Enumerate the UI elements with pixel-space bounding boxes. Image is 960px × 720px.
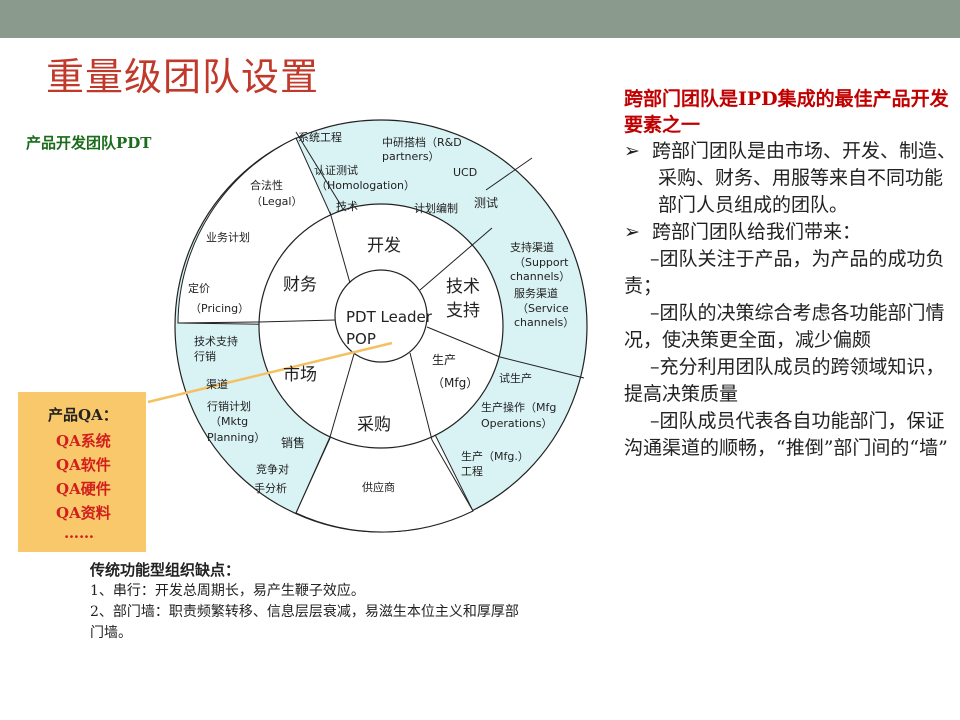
outer-competitor: 竞争对 [256,462,289,476]
divider [329,211,351,284]
divider [409,352,433,441]
bullet-item: ➢ 跨部门团队给我们带来： [624,219,956,246]
sub-item: –团队成员代表各自功能部门，保证沟通渠道的顺畅，“推倒”部门间的“墙” [624,408,956,462]
outer-pricing-2: （Pricing） [190,302,249,315]
center-circle [334,269,428,363]
outer-supplier: 供应商 [362,480,395,494]
outer-channel: 渠道 [206,377,228,391]
outer-mktg-plan: 行销计划 [207,399,251,413]
inner-tech-support-label-2: 支持 [446,301,480,321]
divider [295,131,343,208]
right-panel: 跨部门团队是IPD集成的最佳产品开发要素之一 ➢ 跨部门团队是由市场、开发、制造… [624,86,956,462]
outer-mfg-eng: 生产（Mfg.） [461,449,529,463]
divider [295,436,331,514]
divider [431,439,474,512]
qa-item: QA硬件 [56,480,111,498]
outer-test: 测试 [474,195,498,210]
outer-support-channel-2: （Support [514,256,569,269]
sub-item: –团队关注于产品，为产品的成功负责； [624,246,956,300]
notes-line: 2、部门墙：职责频繁转移、信息层层衰减，易滋生本位主义和厚厚部门墙。 [90,604,519,641]
inner-tech-support-label: 技术 [446,277,480,297]
outer-legal: 合法性 [250,178,283,192]
notes-heading: 传统功能型组织缺点： [90,561,241,579]
outer-prod-op-2: Operations） [481,417,552,430]
outer-plan-edit: 计划编制 [414,201,458,215]
notes-line: 1、串行：开发总周期长，易产生鞭子效应。 [90,583,365,599]
traditional-org-notes: 传统功能型组织缺点： 1、串行：开发总周期长，易产生鞭子效应。 2、部门墙：职责… [90,560,520,644]
outer-cert-2: （Homologation） [316,179,415,192]
outer-mfg-eng-2: 工程 [461,465,483,478]
top-banner [0,0,960,38]
sub-item: –团队的决策综合考虑各功能部门情况，使决策更全面，减少偏颇 [624,300,956,354]
sub-item: –充分利用团队成员的跨领域知识，提高决策质量 [624,354,956,408]
outer-service-channel: 服务渠道 [514,286,558,300]
qa-title: 产品QA： [48,406,118,424]
qa-item: QA系统 [56,432,111,450]
pdt-label: 产品开发团队PDT [26,134,152,152]
outer-competitor-2: 手分析 [254,481,287,495]
outer-service-channel-3: channels） [514,316,574,329]
bullet-item: ➢ 跨部门团队是由市场、开发、制造、采购、财务、用服等来自不同功能部门人员组成的… [624,138,956,219]
divider [426,326,501,358]
qa-pointer-line [147,341,393,404]
qa-callout-box: 产品QA： QA系统 QA软件 QA硬件 QA资料 …… [18,392,146,552]
outer-biz-plan: 业务计划 [206,231,250,244]
outer-tech-support-mkt: 技术支持 [194,334,238,348]
slide-title: 重量级团队设置 [46,55,320,99]
inner-production-label: 生产 [432,353,456,367]
center-leader-text: PDT Leader [346,308,433,326]
qa-item: QA软件 [56,456,111,474]
inner-dev-label: 开发 [367,236,401,256]
sub-text: –团队的决策综合考虑各功能部门情况，使决策更全面，减少偏颇 [624,302,945,351]
inner-purchasing-label: 采购 [357,415,391,435]
center-pop-text: POP [346,330,376,348]
qa-item: …… [64,524,94,542]
bullet-text: 跨部门团队是由市场、开发、制造、采购、财务、用服等来自不同功能部门人员组成的团队… [652,140,957,216]
sub-text: –团队成员代表各自功能部门，保证沟通渠道的顺畅，“推倒”部门间的“墙” [624,410,948,459]
outer-support-channel: 支持渠道 [510,240,554,254]
divider [329,353,355,438]
outer-tech-support-mkt-2: 行销 [194,349,216,363]
inner-finance-label: 财务 [283,275,317,295]
divider [419,227,493,291]
outer-trial-prod: 试生产 [499,371,532,385]
bullet-text: 跨部门团队给我们带来： [652,221,862,243]
outer-mktg-plan-2: （Mktg [210,415,248,428]
inner-production-label-2: （Mfg） [432,376,478,390]
right-heading: 跨部门团队是IPD集成的最佳产品开发要素之一 [624,88,949,136]
outer-cert: 认证测试 [314,164,358,177]
divider [499,356,585,379]
sub-text: –充分利用团队成员的跨领域知识，提高决策质量 [624,356,945,405]
outer-tech: 技术 [336,200,358,213]
inner-market-label: 市场 [283,365,317,385]
outer-sys-eng: 系统工程 [298,131,342,144]
outer-rnd: 中研搭档（R&D [382,135,462,149]
divider [485,157,533,191]
arrow-bullet-icon: ➢ [624,140,652,162]
outer-support-channel-3: channels） [510,270,570,283]
outer-sales: 销售 [281,435,305,450]
outer-pricing: 定价 [188,281,210,295]
qa-item: QA资料 [56,504,111,522]
arrow-bullet-icon: ➢ [624,221,652,243]
outer-rnd-2: partners） [382,150,440,163]
divider [258,319,336,323]
divider [177,321,260,324]
outer-legal-2: （Legal） [251,195,302,208]
sub-text: –团队关注于产品，为产品的成功负责； [624,248,945,297]
outer-prod-op: 生产操作（Mfg [481,400,556,414]
outer-ucd: UCD [453,166,477,179]
outer-service-channel-2: （Service [517,302,569,315]
outer-mktg-plan-3: Planning） [207,431,265,444]
